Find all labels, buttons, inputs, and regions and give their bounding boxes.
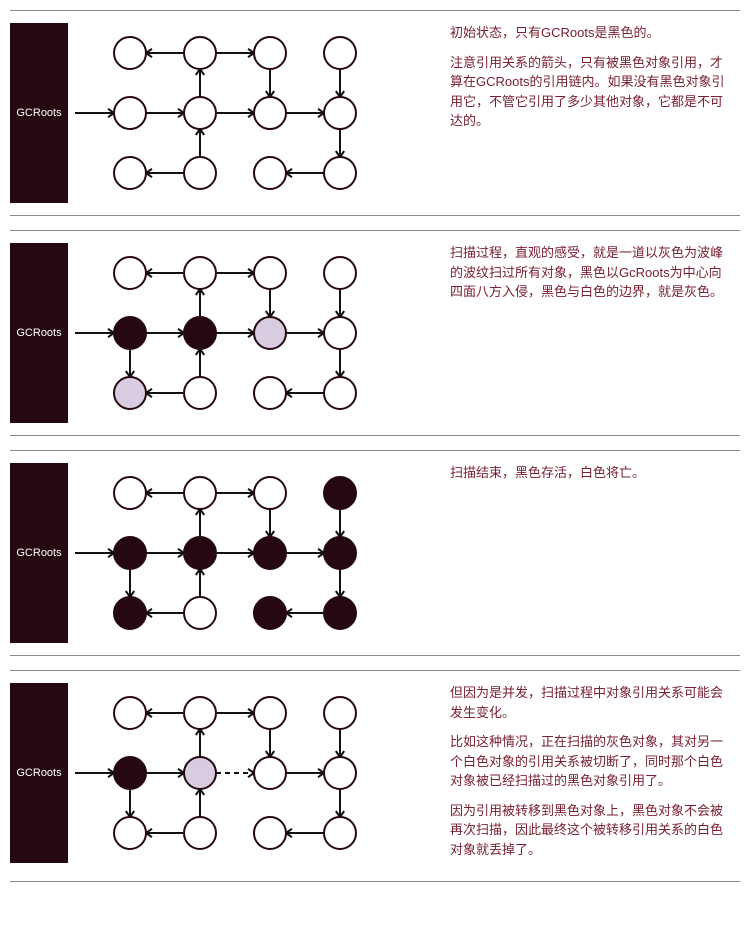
panel-p4: GCRoots 但因为是并发，扫描过程 <box>10 670 740 882</box>
diagram-area <box>74 463 444 643</box>
node-r2c0 <box>114 377 146 409</box>
node-r0c0 <box>114 257 146 289</box>
node-r2c1 <box>184 817 216 849</box>
node-r0c2 <box>254 697 286 729</box>
node-r2c2 <box>254 157 286 189</box>
node-r1c2 <box>254 537 286 569</box>
node-r2c3 <box>324 377 356 409</box>
panel-p3: GCRoots 扫描结束，黑色存活，白 <box>10 450 740 656</box>
node-r0c1 <box>184 697 216 729</box>
gc-roots-box: GCRoots <box>10 243 68 423</box>
description: 扫描过程，直观的感受，就是一道以灰色为波峰的波纹扫过所有对象，黑色以GcRoot… <box>444 243 740 423</box>
node-r2c0 <box>114 817 146 849</box>
diagram-svg <box>74 243 444 423</box>
node-r1c2 <box>254 757 286 789</box>
node-r2c1 <box>184 157 216 189</box>
node-r2c2 <box>254 377 286 409</box>
node-r2c0 <box>114 597 146 629</box>
panel-p1: GCRoots 初始状态，只有GCRoots是黑色的。注意引 <box>10 10 740 216</box>
node-r1c1 <box>184 757 216 789</box>
gc-roots-label: GCRoots <box>16 767 61 779</box>
node-r2c1 <box>184 597 216 629</box>
node-r2c2 <box>254 597 286 629</box>
node-r2c0 <box>114 157 146 189</box>
gc-roots-box: GCRoots <box>10 23 68 203</box>
gc-roots-label: GCRoots <box>16 107 61 119</box>
description: 扫描结束，黑色存活，白色将亡。 <box>444 463 740 643</box>
desc-paragraph: 比如这种情况，正在扫描的灰色对象，其对另一个白色对象的引用关系被切断了，同时那个… <box>450 732 730 791</box>
node-r1c0 <box>114 97 146 129</box>
gc-roots-label: GCRoots <box>16 547 61 559</box>
node-r1c1 <box>184 97 216 129</box>
node-r0c3 <box>324 37 356 69</box>
diagram-area <box>74 243 444 423</box>
node-r0c2 <box>254 477 286 509</box>
node-r1c1 <box>184 317 216 349</box>
node-r2c3 <box>324 817 356 849</box>
node-r1c2 <box>254 317 286 349</box>
node-r0c1 <box>184 257 216 289</box>
node-r1c3 <box>324 97 356 129</box>
desc-paragraph: 扫描结束，黑色存活，白色将亡。 <box>450 463 730 483</box>
desc-paragraph: 但因为是并发，扫描过程中对象引用关系可能会发生变化。 <box>450 683 730 722</box>
node-r2c3 <box>324 597 356 629</box>
node-r0c2 <box>254 37 286 69</box>
node-r1c3 <box>324 317 356 349</box>
node-r0c3 <box>324 697 356 729</box>
node-r2c3 <box>324 157 356 189</box>
description: 初始状态，只有GCRoots是黑色的。注意引用关系的箭头，只有被黑色对象引用，才… <box>444 23 740 203</box>
desc-paragraph: 扫描过程，直观的感受，就是一道以灰色为波峰的波纹扫过所有对象，黑色以GcRoot… <box>450 243 730 302</box>
node-r1c0 <box>114 537 146 569</box>
diagram-svg <box>74 23 444 203</box>
node-r2c2 <box>254 817 286 849</box>
diagram-area <box>74 683 444 869</box>
node-r0c3 <box>324 477 356 509</box>
gc-roots-box: GCRoots <box>10 463 68 643</box>
node-r2c1 <box>184 377 216 409</box>
node-r1c1 <box>184 537 216 569</box>
gc-roots-box: GCRoots <box>10 683 68 863</box>
gc-roots-label: GCRoots <box>16 327 61 339</box>
node-r1c3 <box>324 537 356 569</box>
desc-paragraph: 因为引用被转移到黑色对象上，黑色对象不会被再次扫描，因此最终这个被转移引用关系的… <box>450 801 730 860</box>
desc-paragraph: 注意引用关系的箭头，只有被黑色对象引用，才算在GCRoots的引用链内。如果没有… <box>450 53 730 131</box>
node-r0c1 <box>184 477 216 509</box>
node-r1c3 <box>324 757 356 789</box>
node-r1c0 <box>114 317 146 349</box>
desc-paragraph: 初始状态，只有GCRoots是黑色的。 <box>450 23 730 43</box>
node-r0c2 <box>254 257 286 289</box>
node-r0c0 <box>114 37 146 69</box>
diagram-svg <box>74 463 444 643</box>
diagram-svg <box>74 683 444 863</box>
node-r0c1 <box>184 37 216 69</box>
node-r1c2 <box>254 97 286 129</box>
node-r0c0 <box>114 697 146 729</box>
diagram-area <box>74 23 444 203</box>
node-r0c0 <box>114 477 146 509</box>
node-r1c0 <box>114 757 146 789</box>
panel-p2: GCRoots 扫描过程，直观的感受， <box>10 230 740 436</box>
description: 但因为是并发，扫描过程中对象引用关系可能会发生变化。比如这种情况，正在扫描的灰色… <box>444 683 740 869</box>
node-r0c3 <box>324 257 356 289</box>
